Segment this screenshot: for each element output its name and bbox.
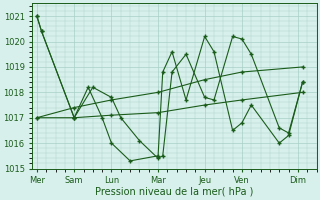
X-axis label: Pression niveau de la mer( hPa ): Pression niveau de la mer( hPa ) [95,187,253,197]
